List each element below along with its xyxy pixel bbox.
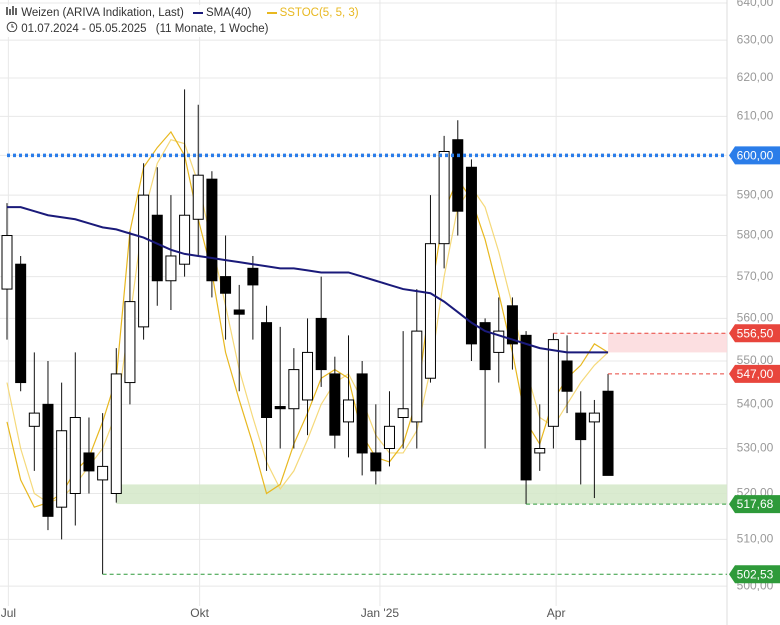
candle-body [383, 425, 395, 449]
candle-body [274, 406, 286, 410]
price-tag [729, 146, 780, 165]
y-tick-label: 570,00 [737, 269, 774, 283]
price-tag [729, 565, 780, 584]
legend-swatch [192, 11, 203, 14]
y-tick-label: 590,00 [737, 187, 774, 201]
price-tag-label: 502,53 [737, 567, 774, 581]
candle-body [138, 194, 150, 328]
candle-body [465, 166, 477, 345]
legend-entry[interactable]: SMA(40) [192, 7, 257, 19]
candle-body [329, 373, 341, 436]
price-tag [729, 495, 780, 514]
y-tick-label: 510,00 [737, 532, 774, 546]
candle-body [602, 390, 614, 476]
candle-body [575, 412, 587, 441]
y-tick-label: 540,00 [737, 397, 774, 411]
candle-body [288, 369, 300, 410]
legend-row: Weizen (ARIVA Indikation, Last) SMA(40) … [6, 5, 371, 21]
chart-header: Weizen (ARIVA Indikation, Last) SMA(40) … [6, 5, 371, 37]
price-tag [729, 364, 780, 383]
candle-body [42, 403, 54, 517]
candle-body [261, 322, 273, 418]
candle-body [302, 351, 314, 401]
y-tick-label: 530,00 [737, 441, 774, 455]
candle-body [165, 255, 177, 282]
candle-body [97, 465, 109, 481]
candle-body [506, 305, 518, 345]
price-tag-label: 547,00 [737, 367, 774, 381]
candle-body [370, 452, 382, 472]
candle-body [588, 412, 600, 423]
date-range: 01.07.2024 - 05.05.2025 [21, 23, 147, 35]
candle-body [411, 330, 423, 423]
candle-body [192, 174, 204, 220]
y-tick-label: 560,00 [737, 311, 774, 325]
candle-body [56, 430, 68, 508]
candle-body [452, 139, 464, 212]
price-tag-label: 556,50 [737, 326, 774, 340]
candle-body [233, 309, 245, 315]
price-tag-label: 600,00 [737, 149, 774, 163]
candle-body [479, 322, 491, 371]
candle-body [220, 276, 232, 294]
clock-icon [6, 21, 18, 33]
x-tick-label: Jan '25 [361, 606, 400, 620]
candle-body [356, 373, 368, 454]
chart-icon [6, 6, 17, 15]
legend-entry[interactable]: SSTOC(5, 5, 3) [266, 7, 365, 19]
candle-body [343, 399, 354, 423]
y-tick-label: 610,00 [737, 109, 774, 123]
candle-body [534, 447, 546, 454]
legend-swatch [266, 11, 277, 14]
y-tick-label: 620,00 [737, 70, 774, 84]
y-tick-label: 550,00 [737, 353, 774, 367]
range-row: 01.07.2024 - 05.05.2025 (11 Monate, 1 Wo… [6, 21, 371, 37]
zone [608, 333, 727, 353]
y-tick-label: 580,00 [737, 228, 774, 242]
duration: (11 Monate, 1 Woche) [155, 23, 269, 35]
instrument-name: Weizen (ARIVA Indikation, Last) [21, 7, 184, 19]
candle-body [15, 263, 27, 384]
y-tick-label: 640,00 [737, 0, 774, 9]
candle-body [561, 360, 573, 392]
zone [116, 484, 727, 505]
x-tick-label: Jul [1, 606, 16, 620]
candle-body [151, 214, 163, 282]
candle-body [1, 235, 13, 290]
candle-body [83, 452, 95, 472]
legend-label: SMA(40) [205, 7, 252, 19]
legend-label: SSTOC(5, 5, 3) [279, 7, 359, 19]
candle-body [438, 150, 450, 245]
x-tick-label: Apr [547, 606, 566, 620]
y-tick-label: 630,00 [737, 32, 774, 46]
candle-body [520, 334, 532, 481]
indicator-line [6, 139, 609, 504]
indicator-line [7, 206, 609, 354]
candle-body [69, 416, 81, 494]
price-tag-label: 517,68 [737, 497, 774, 511]
x-tick-label: Okt [190, 606, 209, 620]
candle-body [28, 412, 40, 427]
candle-body [493, 330, 505, 353]
candle-body [124, 301, 136, 384]
price-tag [729, 324, 780, 343]
candle-body [179, 214, 191, 265]
candle-body [315, 317, 327, 371]
candle-body [547, 339, 559, 427]
candle-body [247, 267, 259, 286]
candle-body [110, 373, 122, 494]
candle-body [397, 408, 409, 418]
candle-body [206, 178, 218, 282]
candle-body [424, 243, 436, 379]
